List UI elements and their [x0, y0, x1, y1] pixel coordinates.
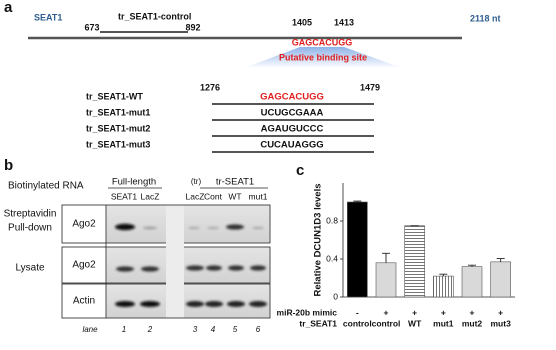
- y-tick-label: 0.8: [326, 215, 338, 225]
- error-bar: [353, 200, 362, 202]
- error-bar: [439, 273, 448, 277]
- position: 1413: [334, 17, 354, 27]
- bar: [347, 201, 368, 298]
- construct-sequence: UCUGCGAAA: [261, 108, 324, 119]
- mimic-label: +: [412, 307, 417, 317]
- x-tick-label: control: [372, 318, 401, 328]
- blot-label: Ago2: [72, 260, 96, 271]
- blot-label: Ago2: [72, 219, 96, 230]
- x-tick-label: mut3: [491, 318, 512, 328]
- row-title: Biotinylated RNA: [8, 181, 84, 192]
- lane-title: lane: [82, 325, 98, 334]
- lane-label: LacZ: [186, 191, 205, 201]
- lane-number: 3: [193, 325, 198, 334]
- lane-number: 4: [211, 325, 216, 334]
- bar: [461, 266, 483, 298]
- lane-number: 1: [122, 325, 126, 334]
- mimic-label: -: [356, 307, 359, 317]
- construct-name: tr_SEAT1-WT: [86, 91, 143, 101]
- lane-label: LacZ: [141, 191, 160, 201]
- position: 673: [84, 22, 99, 32]
- y-tick-label: 0.4: [326, 253, 338, 263]
- lane-label: mut1: [249, 191, 268, 201]
- group-label: Full-length: [112, 177, 156, 188]
- panel-label: b: [4, 157, 13, 174]
- lane-labels: SEAT1 1 LacZ 2 LacZ 3 Cont 4 WT 5 mut1 6: [111, 191, 268, 334]
- panel-label: c: [296, 162, 304, 179]
- construct-name: tr_SEAT1-mut2: [86, 123, 150, 133]
- marker-lane: [166, 205, 184, 318]
- x-tick-label: mut1: [433, 318, 454, 328]
- section-title: Pull-down: [8, 223, 52, 234]
- bar: [375, 262, 397, 298]
- y-tick-label: 0: [333, 291, 338, 301]
- site-sequence: GAGCACUGG: [292, 37, 353, 47]
- mimic-label: +: [470, 307, 475, 317]
- bands: [115, 223, 267, 307]
- fragment-label: tr_SEAT1-control: [118, 11, 191, 21]
- lane-number: 6: [256, 325, 261, 334]
- error-bar: [468, 264, 476, 267]
- x-tick-label: mut2: [462, 318, 483, 328]
- construct-sequence: CUCAUAGGG: [260, 140, 323, 151]
- error-bar: [382, 252, 390, 263]
- mimic-label: +: [441, 307, 446, 317]
- construct-name: tr_SEAT1-mut3: [86, 139, 150, 149]
- binding-site-glow: [244, 47, 402, 68]
- mimic-label: +: [498, 307, 503, 317]
- bar: [433, 275, 454, 298]
- panel-b: b Biotinylated RNA Full-length tr-SEAT1 …: [4, 157, 271, 334]
- blot-label: Actin: [73, 296, 95, 307]
- lane-label: Cont: [204, 191, 223, 201]
- x-tick-label: WT: [408, 318, 422, 328]
- bar-chart: 00.40.8-control+control+WT+mut1+mut2+mut…: [326, 183, 515, 328]
- lane-label: SEAT1: [111, 191, 138, 201]
- blot: [106, 284, 270, 318]
- mimic-label: +: [384, 307, 389, 317]
- position: 1276: [200, 82, 220, 92]
- x-tick-label: control: [343, 318, 372, 328]
- panel-a: a SEAT1 tr_SEAT1-control 673 892 1405 14…: [4, 0, 501, 153]
- construct-sequence: GAGCACUGG: [260, 92, 324, 103]
- lane-number: 2: [147, 325, 153, 334]
- panel-c: c Relative DCUN1D3 levels miR-20b mimic …: [277, 162, 515, 328]
- y-axis-title: Relative DCUN1D3 levels: [313, 184, 324, 297]
- position: 1405: [292, 17, 312, 27]
- position: 892: [185, 22, 200, 32]
- tr-prefix: (tr): [191, 177, 202, 186]
- lane-label: WT: [228, 191, 241, 201]
- bar: [490, 261, 511, 298]
- panel-label: a: [4, 0, 13, 16]
- row-title: miR-20b mimic: [277, 307, 338, 317]
- blot: [106, 205, 270, 243]
- blot: [106, 247, 270, 283]
- gene-name: SEAT1: [34, 12, 62, 22]
- group-label: tr-SEAT1: [216, 177, 254, 188]
- section-title: Lysate: [15, 263, 45, 274]
- position: 1479: [360, 82, 380, 92]
- row-title: tr_SEAT1: [299, 318, 337, 328]
- construct-name: tr_SEAT1-mut1: [86, 107, 150, 117]
- section-title: Streptavidin: [4, 209, 57, 220]
- construct-sequence: AGAUGUCCC: [261, 124, 324, 135]
- construct-list: tr_SEAT1-WT GAGCACUGG tr_SEAT1-mut1 UCUGCGA…: [86, 91, 374, 153]
- error-bar: [496, 258, 505, 262]
- bar: [404, 225, 425, 298]
- length-label: 2118 nt: [470, 13, 501, 23]
- lane-number: 5: [233, 325, 238, 334]
- site-label: Putative binding site: [279, 52, 367, 62]
